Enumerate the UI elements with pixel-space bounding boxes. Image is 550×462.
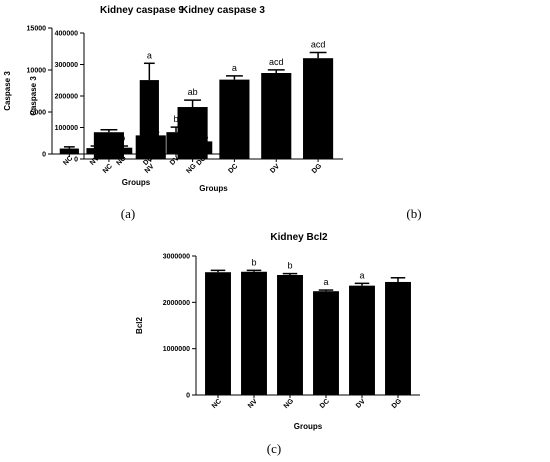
x-tick-label: NC [102,163,114,175]
y-tick-label: 2000000 [163,300,190,307]
chart-panel-1: Kidney caspase 3010000020000030000040000… [29,5,422,221]
y-tick-label: 0 [74,157,78,164]
panel-label: (a) [121,206,135,221]
y-tick-label: 300000 [55,62,78,69]
bar-dc [219,79,250,159]
significance-label: acd [269,57,284,67]
bar-dc [313,291,339,395]
y-axis-label: Caspase 3 [29,76,38,116]
y-tick-label: 200000 [55,94,78,101]
panel-label: (b) [406,206,421,221]
bar-nc [205,272,231,395]
significance-label: a [147,50,152,60]
x-tick-label: DG [391,397,404,410]
bar-nv [241,271,267,395]
x-tick-label: DV [355,398,367,410]
x-tick-label: DC [227,163,239,175]
x-axis-label: Groups [199,184,228,193]
x-tick-label: DC [319,398,331,410]
bar-dg [303,58,334,160]
chart-title: Kidney caspase 9 [100,5,184,16]
y-axis-label: Caspase 3 [3,71,12,111]
y-tick-label: 3000000 [163,254,190,261]
chart-title: Kidney caspase 3 [181,5,265,16]
significance-label: bd [146,119,156,129]
chart-panel-2: Kidney Bcl2 0 1000000 2000000 3000000 Bcl2 NC b… [135,232,420,456]
significance-label: b [173,114,178,124]
y-tick-label: 1000000 [163,346,190,353]
bar-nc [93,132,124,159]
significance-label: ab [188,87,198,97]
y-tick-label: 15000 [27,26,47,33]
y-tick-label: 0 [42,152,46,159]
panel-label: (c) [267,441,281,456]
x-tick-label: NG [283,397,296,410]
bar-dv [349,285,375,395]
x-tick-label: DG [311,162,324,175]
significance-label: a [323,277,328,287]
significance-label: a [359,270,364,280]
bar-dv [261,73,292,159]
y-tick-label: 0 [186,393,190,400]
y-tick-label: 400000 [55,31,78,38]
bar-dg [385,281,411,395]
x-axis-label: Groups [122,178,151,187]
significance-label: b [251,257,256,267]
x-tick-label: NV [247,398,259,410]
x-tick-label: NC [211,398,223,410]
bar-ng [277,274,303,395]
chart-title: Kidney Bcl2 [270,232,328,243]
x-tick-label: DV [269,163,281,175]
significance-label: acd [311,40,326,50]
bar-ng [177,107,208,159]
y-tick-label: 5000 [30,110,46,117]
y-tick-label: 100000 [55,125,78,132]
bar-nc [59,148,79,154]
x-tick-label: NC [62,155,74,167]
significance-label: a [232,63,237,73]
x-axis-label: Groups [294,422,323,431]
y-tick-label: 10000 [27,68,47,75]
significance-label: b [287,261,292,271]
bar-nv [135,135,166,159]
y-axis-label: Bcl2 [135,317,144,334]
